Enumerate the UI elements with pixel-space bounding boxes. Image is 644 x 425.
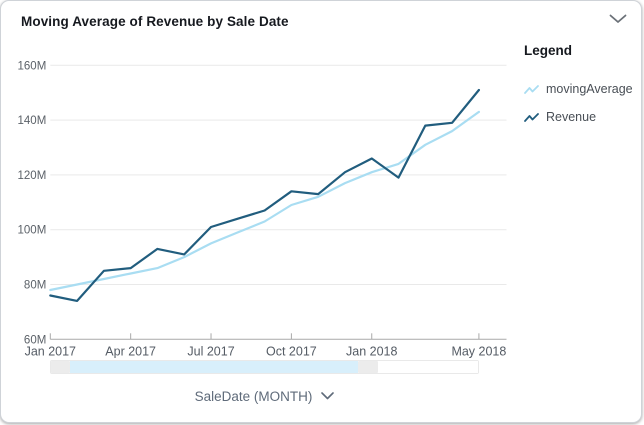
- Revenue-line[interactable]: [49, 88, 480, 302]
- x-axis-tick-label: Apr 2017: [105, 344, 156, 358]
- x-axis-scrollbar[interactable]: [50, 360, 479, 374]
- y-axis-tick-label: 160M: [18, 60, 47, 72]
- legend-title: Legend: [524, 43, 573, 58]
- x-axis-field-dropdown[interactable]: SaleDate (MONTH): [50, 385, 479, 407]
- moving-average-line-icon: [524, 85, 539, 94]
- legend: Legend movingAverage Revenue: [524, 43, 636, 138]
- x-axis-field-label: SaleDate (MONTH): [194, 388, 313, 404]
- scrollbar-track-remainder[interactable]: [378, 361, 478, 373]
- revenue-line-icon: [524, 113, 539, 122]
- y-axis-tick-label: 60M: [24, 334, 46, 346]
- legend-item-revenue[interactable]: Revenue: [524, 110, 636, 125]
- legend-item-label: movingAverage: [546, 82, 633, 96]
- scrollbar-right-handle[interactable]: [358, 361, 378, 373]
- chevron-down-icon: [609, 14, 627, 23]
- scrollbar-left-handle[interactable]: [51, 361, 70, 373]
- scrollbar-selection[interactable]: [70, 361, 358, 373]
- x-axis-tick-label: Jul 2017: [187, 344, 234, 358]
- legend-item-moving-average[interactable]: movingAverage: [524, 82, 636, 97]
- x-axis-tick-label: May 2018: [451, 344, 506, 358]
- movingAverage-line[interactable]: [49, 110, 480, 292]
- chevron-down-icon: [321, 392, 335, 400]
- y-axis-tick-label: 140M: [18, 115, 47, 127]
- x-axis-tick-label: Jan 2017: [25, 344, 76, 358]
- x-axis-tick-label: Jan 2018: [346, 344, 397, 358]
- x-axis-tick-label: Oct 2017: [266, 344, 317, 358]
- legend-item-label: Revenue: [546, 110, 597, 124]
- y-axis-tick-label: 120M: [18, 170, 47, 182]
- y-axis-tick-label: 100M: [18, 225, 47, 237]
- y-axis-tick-label: 80M: [24, 280, 46, 292]
- visual-title: Moving Average of Revenue by Sale Date: [21, 14, 289, 29]
- collapse-visual-button[interactable]: [606, 10, 630, 28]
